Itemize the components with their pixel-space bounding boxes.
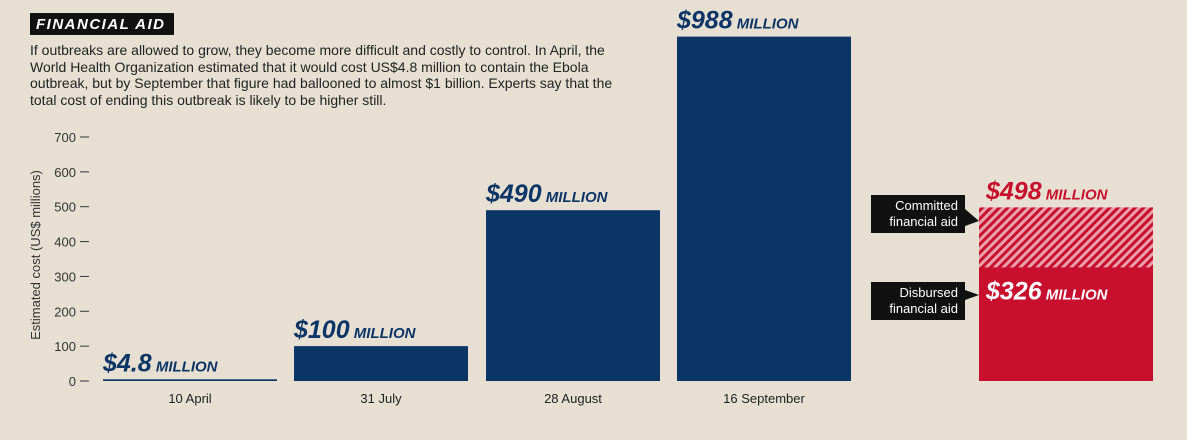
y-tick-label: 0: [69, 374, 76, 389]
x-tick-label: 10 April: [168, 391, 211, 406]
y-tick-label: 700: [54, 130, 76, 145]
y-tick-label: 600: [54, 165, 76, 180]
value-label: $490 MILLION: [485, 180, 609, 208]
legend-label: Disbursed financial aid: [871, 282, 965, 320]
x-tick-label: 28 August: [544, 391, 602, 406]
bar: [103, 379, 277, 381]
chart-title: FINANCIAL AID: [30, 13, 174, 35]
y-tick-label: 200: [54, 304, 76, 319]
value-label: $498 MILLION: [985, 177, 1109, 205]
y-tick-label: 300: [54, 269, 76, 284]
bar: [677, 36, 851, 382]
disbursed-bar: [979, 267, 1153, 381]
y-tick-label: 500: [54, 200, 76, 215]
bar: [294, 346, 468, 381]
value-label: $988 MILLION: [676, 7, 800, 35]
value-label: $100 MILLION: [293, 316, 417, 344]
y-tick-label: 100: [54, 339, 76, 354]
chart-subtitle: If outbreaks are allowed to grow, they b…: [30, 42, 613, 108]
legend-pointer: [965, 290, 979, 300]
legend-label: Committed financial aid: [871, 195, 965, 233]
legend-pointer: [965, 209, 979, 226]
x-tick-label: 16 September: [723, 391, 805, 406]
bar: [486, 210, 660, 381]
y-axis-label: Estimated cost (US$ millions): [28, 170, 43, 340]
x-tick-label: 31 July: [360, 391, 402, 406]
value-label: $4.8 MILLION: [102, 349, 219, 377]
value-label: $326 MILLION: [985, 277, 1109, 305]
y-tick-label: 400: [54, 235, 76, 250]
